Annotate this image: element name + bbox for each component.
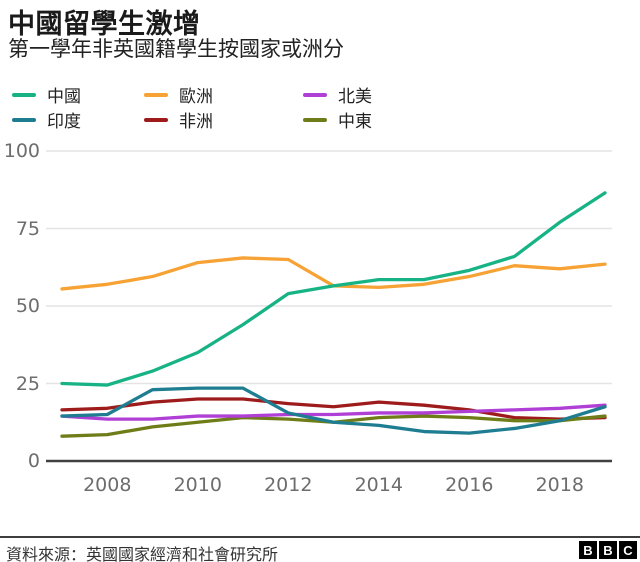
chart-subtitle: 第一學年非英國籍學生按國家或洲分 — [8, 37, 344, 61]
legend-item-india: 印度 — [12, 107, 144, 132]
legend-item-africa: 非洲 — [144, 107, 303, 132]
legend-swatch-india — [12, 117, 36, 122]
x-tick-label: 2012 — [264, 474, 313, 496]
series-line-china — [60, 191, 607, 387]
y-tick-label: 0 — [27, 450, 40, 472]
bbc-logo-letter: C — [619, 541, 637, 559]
x-tick-label: 2008 — [83, 474, 132, 496]
source-text: 資料來源：英國國家經濟和社會研究所 — [6, 545, 279, 562]
y-tick-label: 75 — [15, 217, 40, 240]
page-title: 中國留學生激增 — [8, 9, 201, 40]
y-tick-label: 50 — [15, 295, 40, 317]
legend: 中國 歐洲 北美 印度 非洲 中東 — [12, 82, 372, 132]
legend-item-middle-east: 中東 — [303, 107, 372, 132]
footer-divider — [0, 536, 640, 538]
legend-swatch-middle-east — [303, 117, 327, 122]
series-line-north-america — [60, 403, 607, 421]
legend-label: 非洲 — [179, 112, 213, 132]
legend-swatch-north-america — [303, 92, 327, 97]
legend-item-europe: 歐洲 — [144, 82, 303, 107]
legend-label: 中國 — [47, 87, 81, 107]
legend-swatch-africa — [144, 117, 168, 122]
legend-label: 中東 — [338, 112, 372, 132]
y-tick-label: 25 — [15, 372, 40, 395]
bbc-logo-letter: B — [579, 541, 597, 559]
y-tick-label: 100 — [3, 140, 40, 162]
x-tick-label: 2014 — [354, 474, 403, 496]
legend-swatch-china — [12, 92, 36, 97]
x-tick-label: 2016 — [445, 474, 494, 496]
x-tick-label: 2018 — [535, 474, 584, 496]
series-line-india — [60, 386, 607, 435]
x-tick-label: 2010 — [173, 474, 222, 496]
legend-swatch-europe — [144, 92, 168, 97]
bbc-logo: B B C — [579, 541, 637, 559]
bbc-logo-letter: B — [599, 541, 617, 559]
legend-item-china: 中國 — [12, 82, 144, 107]
legend-label: 歐洲 — [179, 87, 213, 107]
legend-label: 北美 — [338, 87, 372, 107]
legend-item-north-america: 北美 — [303, 82, 372, 107]
series-line-africa — [60, 397, 607, 421]
legend-label: 印度 — [47, 112, 81, 132]
